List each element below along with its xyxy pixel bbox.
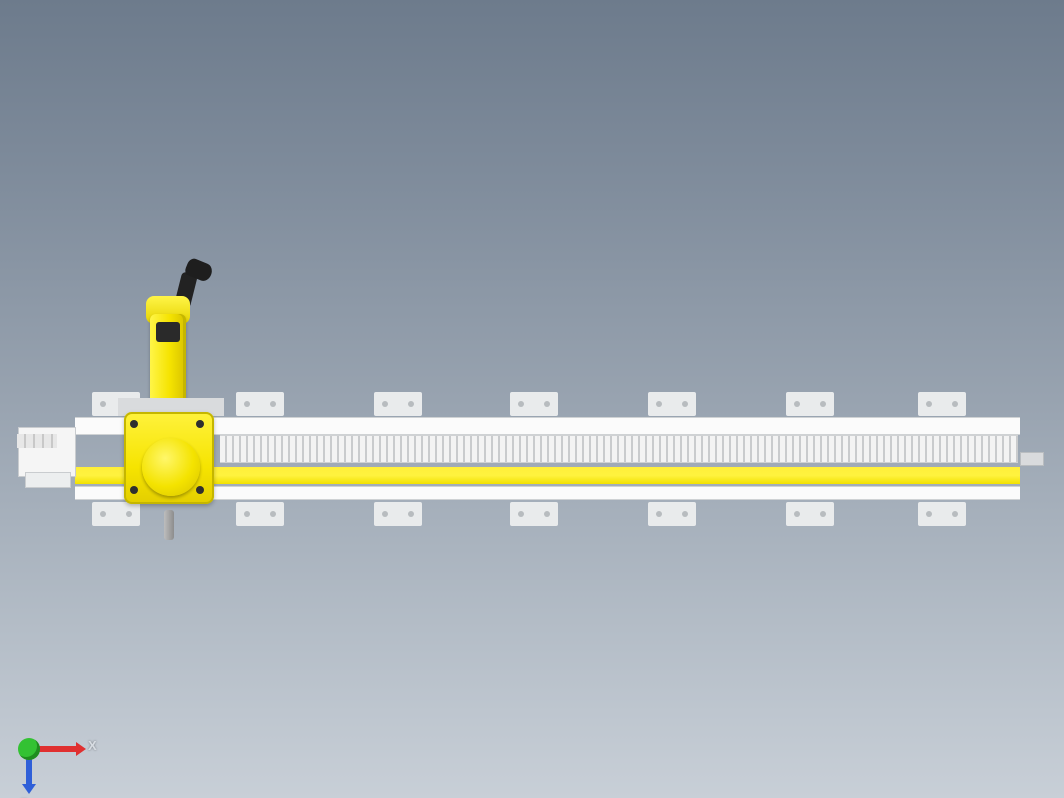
mount-bracket [786, 392, 834, 416]
mount-bracket [918, 392, 966, 416]
mount-bracket [374, 502, 422, 526]
robot-shoulder-joint [142, 438, 200, 496]
gear-rack [220, 435, 1018, 463]
mount-bracket [236, 502, 284, 526]
robot-upper-arm [150, 314, 186, 410]
mount-bracket [374, 392, 422, 416]
bolt-icon [130, 486, 138, 494]
under-pin [164, 510, 174, 540]
bolt-icon [196, 486, 204, 494]
mount-bracket [648, 392, 696, 416]
cad-viewport[interactable]: X Z [0, 0, 1064, 798]
end-plate [25, 472, 71, 488]
bolt-icon [130, 420, 138, 428]
axis-z [26, 758, 32, 786]
rail-end-cap [1020, 452, 1044, 466]
coordinate-triad[interactable]: X Z [18, 704, 88, 774]
bolt-icon [196, 420, 204, 428]
mount-bracket [236, 392, 284, 416]
mount-bracket [786, 502, 834, 526]
axis-x-arrow-icon [76, 742, 86, 756]
axis-x-label: X [88, 738, 97, 753]
cable-chain [17, 434, 57, 448]
axis-x [38, 746, 78, 752]
mount-bracket [918, 502, 966, 526]
mount-bracket [510, 502, 558, 526]
robot-carriage [118, 398, 224, 522]
triad-origin-icon [18, 738, 40, 760]
cable-chain-module [18, 427, 76, 477]
mount-bracket [510, 392, 558, 416]
mount-bracket [648, 502, 696, 526]
axis-z-arrow-icon [22, 784, 36, 794]
